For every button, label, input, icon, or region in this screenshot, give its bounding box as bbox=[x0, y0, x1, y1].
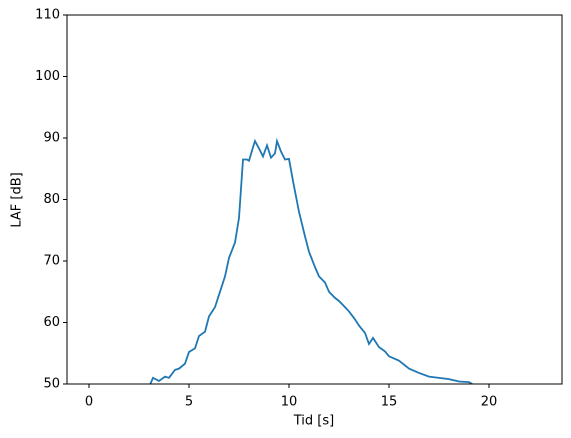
x-tick-label: 10 bbox=[281, 395, 298, 410]
x-tick-label: 5 bbox=[185, 395, 193, 410]
y-tick-label: 70 bbox=[43, 254, 60, 269]
data-line bbox=[149, 137, 474, 384]
x-tick-label: 0 bbox=[85, 395, 93, 410]
y-tick-label: 60 bbox=[43, 315, 60, 330]
x-axis-label: Tid [s] bbox=[293, 414, 334, 429]
y-tick-label: 100 bbox=[35, 69, 60, 84]
y-tick-label: 90 bbox=[43, 131, 60, 146]
x-tick-label: 15 bbox=[381, 395, 398, 410]
x-tick-label: 20 bbox=[481, 395, 498, 410]
plot-frame bbox=[66, 14, 563, 385]
y-tick-label: 80 bbox=[43, 192, 60, 207]
y-tick-label: 110 bbox=[35, 8, 60, 23]
y-axis-label: LAF [dB] bbox=[10, 172, 25, 227]
y-tick-label: 50 bbox=[43, 377, 60, 392]
